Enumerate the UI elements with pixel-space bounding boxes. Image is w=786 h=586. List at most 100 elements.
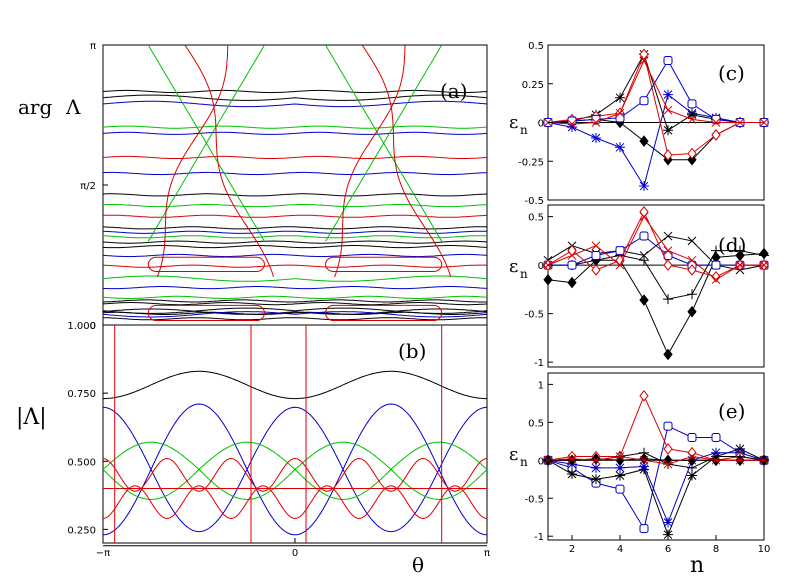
- d-red-cross-line: [547, 215, 764, 281]
- a-black-curve-1: [102, 307, 488, 314]
- a-ytick-label-1: π/2: [80, 181, 96, 192]
- c-red-cross-point-4: [639, 56, 649, 65]
- panel-e-series: [543, 389, 769, 540]
- c-red-diamond-open-point-6: [687, 147, 697, 160]
- e-black-star-point-2: [591, 474, 601, 485]
- c-blue-square-open-point-1: [567, 116, 577, 126]
- d-black-plus-point-9: [759, 250, 769, 261]
- a-blue-band-0: [102, 131, 488, 135]
- d-red-cross-point-3: [615, 260, 625, 270]
- e-black-plus-point-6: [687, 462, 697, 473]
- e-black-star-point-5: [663, 529, 673, 540]
- a-blue-band-4: [102, 286, 488, 290]
- e-black-star-point-6: [687, 470, 697, 481]
- a-ytick-label-2: 0: [90, 321, 96, 332]
- c-ytick-label-1: 0.25: [522, 80, 544, 91]
- e-ytick-label-2: 0: [538, 456, 544, 467]
- b-blue-curve-0: [102, 403, 488, 536]
- e-black-star-point-1: [567, 468, 577, 479]
- panel-a-ylabel-symbol: Λ: [65, 95, 81, 119]
- panel-c-ticks: 0.5 0.25 0 -0.25 -0.5: [518, 41, 553, 207]
- e-black-plus-point-1: [567, 455, 577, 466]
- panel-d: 0.5 0 -0.5 -1 (d) ε n: [509, 204, 769, 369]
- b-black-curve-0: [103, 370, 487, 400]
- a-black-band-5: [102, 299, 487, 303]
- d-blue-square-open-point-2: [591, 250, 601, 260]
- b-xtick-label-0: −π: [96, 548, 110, 559]
- panel-d-ylabel-sub: n: [520, 267, 528, 281]
- d-blue-square-open-point-1: [567, 260, 577, 270]
- d-ytick-label-0: 0.5: [528, 213, 544, 224]
- a-black-band-6: [102, 302, 488, 306]
- panel-c-ylabel: ε: [509, 112, 518, 133]
- panel-b-ticks: 1.000 0.750 0.500 0.250 −π 0 π: [67, 321, 490, 559]
- d-black-plus-point-5: [663, 294, 673, 305]
- d-black-diamond-filled-line: [547, 253, 765, 356]
- c-blue-star-point-4: [639, 181, 649, 192]
- a-red-loop-low-0: [147, 304, 265, 322]
- a-black-band-2: [102, 226, 488, 230]
- d-black-cross-point-5: [663, 231, 673, 241]
- d-red-diamond-open-point-5: [663, 259, 673, 271]
- d-black-plus-line: [548, 250, 765, 300]
- e-xtick-label-1: 4: [617, 544, 623, 555]
- a-black-band-1: [102, 193, 488, 197]
- c-black-diamond-filled-point-6: [687, 153, 697, 166]
- panel-a-ylabel: arg: [18, 95, 52, 119]
- d-black-diamond-filled-point-0: [543, 273, 553, 286]
- a-black-curve-2: [102, 308, 488, 315]
- a-blue-curve-0: [102, 100, 488, 108]
- e-blue-star-point-5: [663, 517, 673, 528]
- d-red-cross-point-1: [567, 251, 577, 260]
- panel-e: 1 0.5 0 -0.5 -1 2 4 6 8 10 (e) ε n n: [509, 372, 771, 578]
- c-ytick-label-0: 0.5: [528, 41, 544, 52]
- e-blue-square-open-point-4: [639, 524, 649, 534]
- e-red-cross-point-2: [591, 455, 601, 465]
- d-blue-square-open-point-7: [711, 260, 721, 270]
- c-ytick-label-3: -0.25: [518, 157, 544, 168]
- e-red-cross-point-5: [663, 459, 673, 469]
- c-red-cross-point-9: [759, 118, 769, 127]
- d-red-cross-point-4: [639, 212, 649, 221]
- e-red-diamond-open-point-4: [639, 389, 649, 402]
- d-black-plus-point-8: [735, 245, 745, 256]
- d-black-diamond-filled-point-6: [687, 305, 697, 318]
- a-black-band-0: [102, 89, 488, 94]
- e-xtick-label-4: 10: [758, 544, 771, 555]
- panel-e-ylabel-sub: n: [520, 455, 528, 469]
- a-red-loop-low-1: [325, 304, 443, 322]
- panel-b-series: [102, 325, 488, 547]
- c-red-cross-line: [547, 59, 764, 125]
- panel-c-label: (c): [718, 61, 745, 85]
- panel-c-ylabel-sub: n: [520, 123, 528, 137]
- c-black-star-point-5: [663, 125, 673, 136]
- a-blue-band-2: [102, 230, 487, 234]
- c-black-star-point-6: [687, 109, 697, 120]
- d-red-cross-point-8: [735, 260, 745, 270]
- e-red-diamond-open-line: [547, 394, 765, 461]
- a-green-branch-1-1: [325, 44, 443, 242]
- d-red-cross-point-9: [759, 260, 769, 270]
- e-black-plus-line: [548, 452, 765, 469]
- c-blue-square-open-point-3: [615, 113, 625, 123]
- a-red-branch-0-1: [184, 44, 274, 278]
- b-green-curve-0: [102, 441, 488, 471]
- b-ytick-label-0: 1.000: [67, 321, 96, 332]
- e-red-cross-point-8: [735, 455, 745, 465]
- d-ytick-label-3: -1: [534, 358, 544, 369]
- panel-e-label: (e): [718, 399, 745, 423]
- c-blue-square-open-point-6: [687, 99, 697, 109]
- a-black-curve-0: [102, 94, 488, 101]
- c-red-diamond-open-point-4: [639, 48, 649, 61]
- c-red-cross-point-8: [735, 118, 745, 127]
- e-xtick-label-3: 8: [713, 544, 719, 555]
- panel-c: 0.5 0.25 0 -0.25 -0.5 (c) ε n: [509, 41, 769, 207]
- c-black-diamond-filled-point-4: [639, 135, 649, 147]
- a-red-loop-mid-0: [147, 256, 265, 273]
- a-blue-curve-1: [102, 311, 488, 318]
- d-ytick-label-2: -0.5: [524, 310, 544, 321]
- panel-b-ylabel: |Λ|: [16, 405, 47, 430]
- e-blue-square-open-point-3: [615, 484, 625, 494]
- e-blue-star-point-4: [639, 461, 649, 472]
- c-blue-square-open-line: [547, 59, 764, 123]
